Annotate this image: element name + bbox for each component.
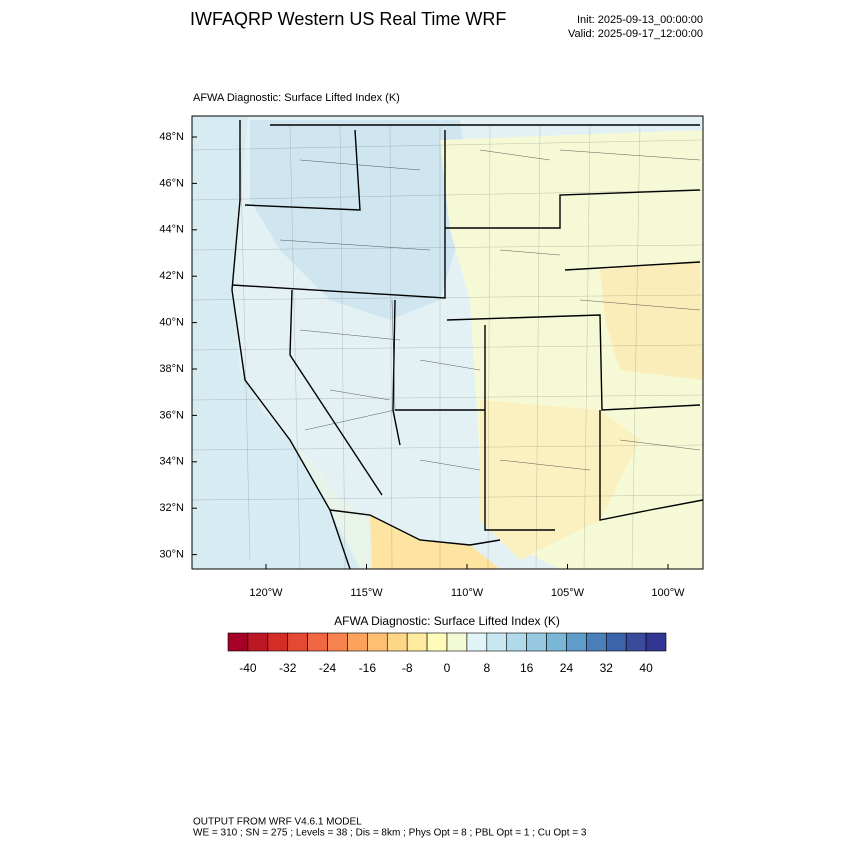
map-frame <box>191 115 704 570</box>
colorbar-box <box>287 632 308 652</box>
colorbar-box <box>386 632 408 652</box>
init-time: Init: 2025-09-13_00:00:00 <box>577 14 703 26</box>
colorbar-box <box>426 632 448 652</box>
colorbar-tick-label: -16 <box>359 661 377 675</box>
colorbar-box <box>586 632 607 652</box>
colorbar-tick-label: -40 <box>239 661 257 675</box>
colorbar-tick-label: 0 <box>444 661 451 675</box>
colorbar-box <box>327 632 348 652</box>
lat-label: 34°N <box>159 456 184 468</box>
lat-label: 32°N <box>159 502 184 514</box>
colorbar-tick-label: 8 <box>483 661 490 675</box>
colorbar-tick-label: -8 <box>402 661 413 675</box>
lat-label: 42°N <box>159 270 184 282</box>
lat-label: 38°N <box>159 363 184 375</box>
lon-label: 105°W <box>551 587 585 599</box>
colorbar-box <box>506 632 527 652</box>
colorbar-tick-label: 40 <box>639 661 653 675</box>
lon-label: 110°W <box>451 587 484 599</box>
colorbar-box <box>605 632 627 652</box>
colorbar: -40 -32 -24 -16 -8 0 8 16 24 32 40 <box>227 632 667 675</box>
colorbar-box <box>267 632 289 652</box>
lat-label: 30°N <box>159 549 184 561</box>
colorbar-tick-label: 32 <box>600 661 614 675</box>
colorbar-box <box>566 632 587 652</box>
colorbar-tick-label: 16 <box>520 661 534 675</box>
colorbar-box <box>307 632 328 652</box>
colorbar-box <box>446 632 468 652</box>
lat-labels: 48°N 46°N 44°N 42°N 40°N 38°N 36°N 34°N 32°N 30°N <box>159 131 197 561</box>
colorbar-box <box>486 632 508 652</box>
footer-line: WE = 310 ; SN = 275 ; Levels = 38 ; Dis … <box>193 828 587 839</box>
colorbar-box <box>526 632 547 652</box>
colorbar-box <box>367 632 388 652</box>
lat-label: 46°N <box>159 177 184 189</box>
colorbar-tick-label: -32 <box>279 661 297 675</box>
map-field <box>192 116 703 569</box>
main-title: IWFAQRP Western US Real Time WRF <box>190 9 506 29</box>
colorbar-box <box>466 632 488 652</box>
colorbar-box <box>625 632 647 652</box>
map-title: AFWA Diagnostic: Surface Lifted Index (K… <box>193 92 400 104</box>
lat-label: 48°N <box>159 131 184 143</box>
colorbar-box <box>546 632 567 652</box>
colorbar-title: AFWA Diagnostic: Surface Lifted Index (K… <box>334 614 560 628</box>
colorbar-tick-label: 24 <box>560 661 574 675</box>
lon-label: 120°W <box>249 587 283 599</box>
colorbar-box <box>406 632 428 652</box>
lat-label: 44°N <box>159 224 184 236</box>
colorbar-box <box>645 632 667 652</box>
colorbar-box <box>247 632 269 652</box>
lon-label: 115°W <box>350 587 383 599</box>
footer-line: OUTPUT FROM WRF V4.6.1 MODEL <box>193 817 362 828</box>
colorbar-tick-label: -24 <box>319 661 337 675</box>
colorbar-box <box>347 632 368 652</box>
lat-label: 40°N <box>159 317 184 329</box>
valid-time: Valid: 2025-09-17_12:00:00 <box>568 28 703 40</box>
lon-labels: 120°W 115°W 110°W 105°W 100°W <box>249 564 685 599</box>
lat-label: 36°N <box>159 409 184 421</box>
lon-label: 100°W <box>651 587 685 599</box>
colorbar-box <box>227 632 249 652</box>
